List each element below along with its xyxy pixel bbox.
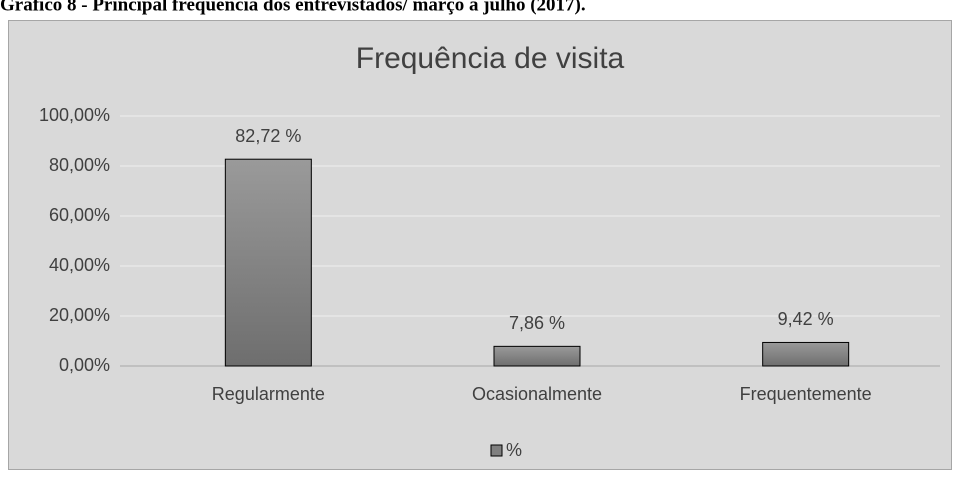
x-tick-label: Ocasionalmente <box>472 384 602 404</box>
x-tick-label: Frequentemente <box>740 384 872 404</box>
data-label: 82,72 % <box>235 126 301 146</box>
data-label: 7,86 % <box>509 313 565 333</box>
caption: Gráfico 8 - Principal frequência dos ent… <box>0 0 586 15</box>
chart-area <box>8 20 952 470</box>
chart-title: Frequência de visita <box>356 42 625 75</box>
y-tick-label: 0,00% <box>59 355 110 375</box>
bar <box>493 345 581 367</box>
y-tick-label: 80,00% <box>49 155 110 175</box>
y-tick-label: 40,00% <box>49 255 110 275</box>
data-label: 9,42 % <box>778 309 834 329</box>
bar <box>224 158 312 367</box>
legend-swatch <box>490 444 503 457</box>
x-tick-label: Regularmente <box>212 384 325 404</box>
y-tick-label: 60,00% <box>49 205 110 225</box>
y-tick-label: 100,00% <box>39 105 110 125</box>
bar <box>762 341 850 367</box>
legend-label: % <box>506 440 522 460</box>
y-tick-label: 20,00% <box>49 305 110 325</box>
